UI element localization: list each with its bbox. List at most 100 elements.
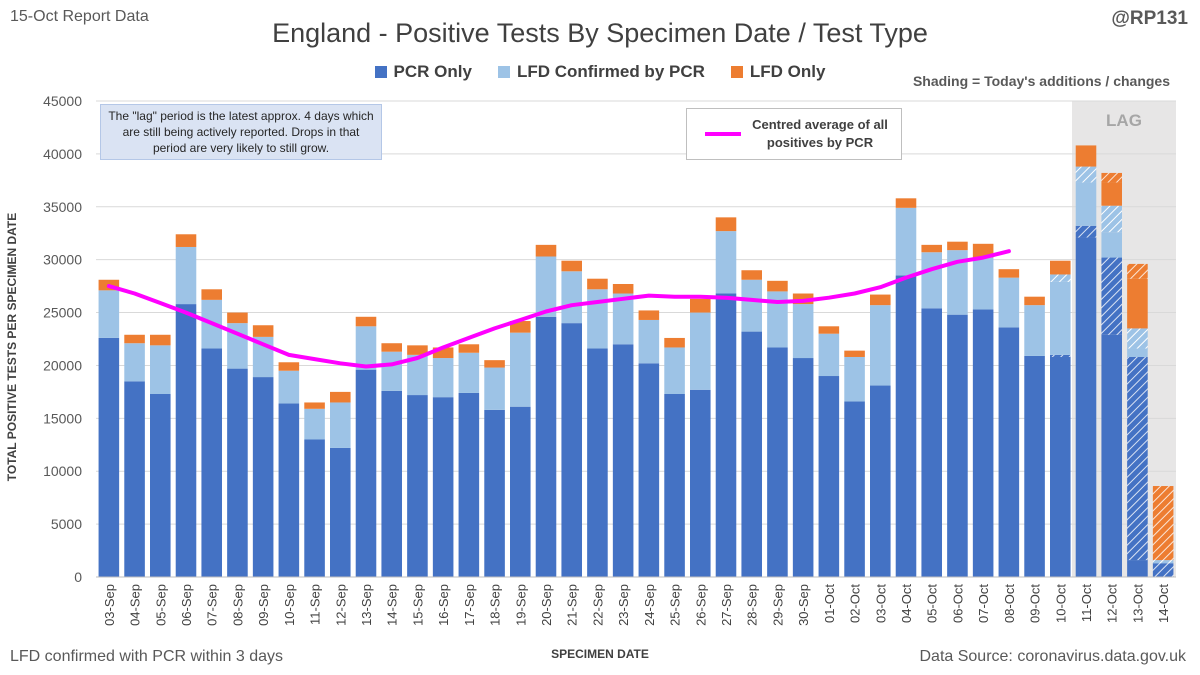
bar-lfd-confirmed xyxy=(998,277,1020,328)
bar-lfd-confirmed xyxy=(947,250,968,315)
legend-swatch-lfd-confirmed xyxy=(497,66,510,78)
bar-pcr xyxy=(715,293,737,577)
bar-pcr xyxy=(1050,356,1071,577)
bar-lfd-only xyxy=(330,391,351,403)
bar-pcr xyxy=(1024,355,1045,577)
legend-label-pcr: PCR Only xyxy=(393,62,472,81)
bar-lfd-confirmed xyxy=(98,290,120,338)
bar-lfd-only xyxy=(1127,278,1148,329)
bar-pcr xyxy=(792,358,814,577)
x-tick-label: 03-Sep xyxy=(102,584,117,626)
y-axis-label: TOTAL POSITIVE TESTS PER SPECIMEN DATE xyxy=(5,212,19,482)
bar-lfd-confirmed xyxy=(1050,281,1071,355)
bar-lfd-only xyxy=(432,347,454,359)
bar-lfd-confirmed xyxy=(278,370,300,404)
bar-pcr xyxy=(278,403,300,577)
bar-lfd-only xyxy=(201,289,222,300)
bar-lfd-confirmed xyxy=(767,291,788,348)
x-tick-label: 28-Sep xyxy=(745,584,760,626)
bar-lfd-confirmed xyxy=(895,207,917,276)
bar-lfd-only xyxy=(638,310,660,320)
bar-series xyxy=(98,145,1174,577)
bar-lfd-only xyxy=(304,402,325,409)
x-tick-label: 23-Sep xyxy=(616,584,631,626)
bar-pcr xyxy=(201,348,222,577)
bar-lfd-confirmed xyxy=(330,402,351,448)
bar-pcr xyxy=(998,327,1020,577)
bar-lfd-confirmed xyxy=(638,319,660,364)
bar-lfd-only xyxy=(407,345,428,355)
bar-lfd-only xyxy=(587,278,608,290)
x-axis-ticks: 03-Sep 04-Sep 05-Sep 06-Sep 07-Sep 08-Sep 09-S… xyxy=(102,584,1171,626)
bar-pcr xyxy=(227,368,248,577)
x-tick-label: 20-Sep xyxy=(539,584,554,626)
x-tick-label: 04-Oct xyxy=(899,584,914,623)
bar-pcr xyxy=(510,406,531,577)
bar-lfd-confirmed xyxy=(972,257,994,310)
bar-pcr xyxy=(638,363,660,577)
bar-lfd-only-todays-addition xyxy=(1127,263,1148,279)
bar-lfd-confirmed-todays-addition xyxy=(1050,274,1071,282)
y-tick-label: 30000 xyxy=(43,252,82,268)
bar-lfd-only xyxy=(767,280,788,292)
bar-lfd-only xyxy=(510,321,531,333)
x-tick-label: 11-Sep xyxy=(308,584,323,625)
y-tick-label: 25000 xyxy=(43,305,82,321)
bar-lfd-only xyxy=(535,244,557,257)
bar-lfd-confirmed xyxy=(870,305,891,386)
bar-pcr xyxy=(98,337,120,577)
y-tick-label: 20000 xyxy=(43,357,82,373)
legend-label-lfd-confirmed: LFD Confirmed by PCR xyxy=(516,62,705,81)
bar-pcr xyxy=(484,409,505,577)
bar-pcr xyxy=(587,348,608,577)
x-tick-label: 16-Sep xyxy=(436,584,451,626)
bar-pcr xyxy=(252,377,274,577)
bar-lfd-confirmed-todays-addition xyxy=(1075,166,1097,183)
bar-lfd-only xyxy=(252,325,274,337)
bar-pcr xyxy=(381,390,402,577)
bar-lfd-confirmed xyxy=(484,367,505,410)
bar-lfd-only xyxy=(741,270,762,280)
x-tick-label: 06-Sep xyxy=(179,584,194,626)
bar-pcr xyxy=(304,439,325,577)
y-tick-label: 45000 xyxy=(43,93,82,109)
y-tick-label: 15000 xyxy=(43,410,82,426)
x-tick-label: 13-Sep xyxy=(359,584,374,626)
bar-lfd-confirmed xyxy=(432,358,454,398)
x-tick-label: 29-Sep xyxy=(770,584,785,626)
bar-lfd-only xyxy=(1024,296,1045,306)
x-tick-label: 15-Sep xyxy=(410,584,425,626)
bar-pcr xyxy=(458,392,480,577)
bar-pcr xyxy=(947,314,968,577)
bar-lfd-confirmed xyxy=(124,343,145,382)
bar-pcr xyxy=(972,309,994,577)
y-tick-label: 40000 xyxy=(43,146,82,162)
report-date-label: 15-Oct Report Data xyxy=(10,8,149,25)
x-tick-label: 12-Oct xyxy=(1105,584,1120,623)
x-tick-label: 14-Sep xyxy=(385,584,400,626)
average-legend-box: Centred average of all positives by PCR xyxy=(686,108,902,160)
bar-lfd-only-todays-addition xyxy=(1101,172,1122,183)
bar-pcr xyxy=(1075,237,1097,577)
x-tick-label: 06-Oct xyxy=(950,584,965,623)
bar-lfd-only xyxy=(895,198,917,208)
bar-lfd-only xyxy=(355,316,377,327)
bar-pcr xyxy=(767,347,788,577)
bar-pcr xyxy=(1101,334,1122,577)
legend: PCR Only LFD Confirmed by PCR LFD Only xyxy=(0,62,1200,82)
bar-lfd-confirmed xyxy=(741,279,762,332)
y-tick-label: 0 xyxy=(74,569,82,585)
bar-lfd-confirmed xyxy=(844,356,865,402)
x-tick-label: 30-Sep xyxy=(796,584,811,626)
x-tick-label: 09-Sep xyxy=(256,584,271,626)
bar-lfd-only xyxy=(715,217,737,232)
bar-pcr xyxy=(432,397,454,577)
average-line xyxy=(106,249,1011,369)
bar-lfd-confirmed xyxy=(715,231,737,294)
x-tick-label: 10-Oct xyxy=(1053,584,1068,623)
x-tick-label: 08-Oct xyxy=(1002,584,1017,623)
bar-pcr-todays-addition xyxy=(1127,356,1148,561)
x-tick-label: 27-Sep xyxy=(719,584,734,626)
bar-lfd-only xyxy=(844,350,865,357)
y-axis-ticks: 0 5000 10000 15000 20000 25000 30000 35000 40000… xyxy=(43,93,82,585)
